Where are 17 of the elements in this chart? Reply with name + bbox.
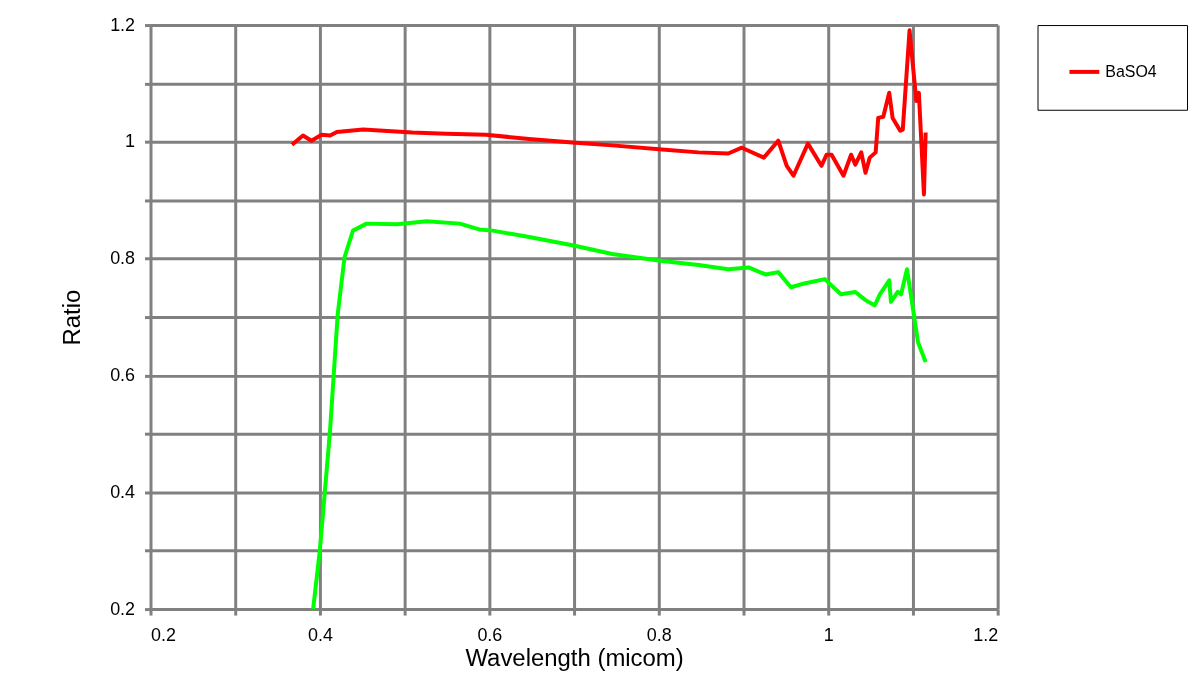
x-tick-label: 1 <box>823 625 834 646</box>
y-tick-label: 0.6 <box>110 364 136 385</box>
y-tick-label: 1 <box>125 131 136 152</box>
y-tick-label: 0.8 <box>110 248 136 269</box>
line-series <box>289 28 928 197</box>
x-tick-label: 0.6 <box>477 625 503 646</box>
x-axis-title: Wavelength (micom) <box>465 644 684 672</box>
legend-label: BaSO4 <box>1105 62 1157 80</box>
x-tick-label: 0.2 <box>150 625 176 646</box>
y-tick-label: 1.2 <box>110 14 136 35</box>
x-tick-label: 1.2 <box>973 625 999 646</box>
x-tick-label: 0.4 <box>307 625 333 646</box>
x-tick-label: 0.8 <box>646 625 672 646</box>
y-axis-title: Ratio <box>58 289 86 346</box>
line-series <box>311 219 928 612</box>
y-tick-label: 0.4 <box>110 481 136 502</box>
y-tick-label: 0.2 <box>110 598 136 619</box>
